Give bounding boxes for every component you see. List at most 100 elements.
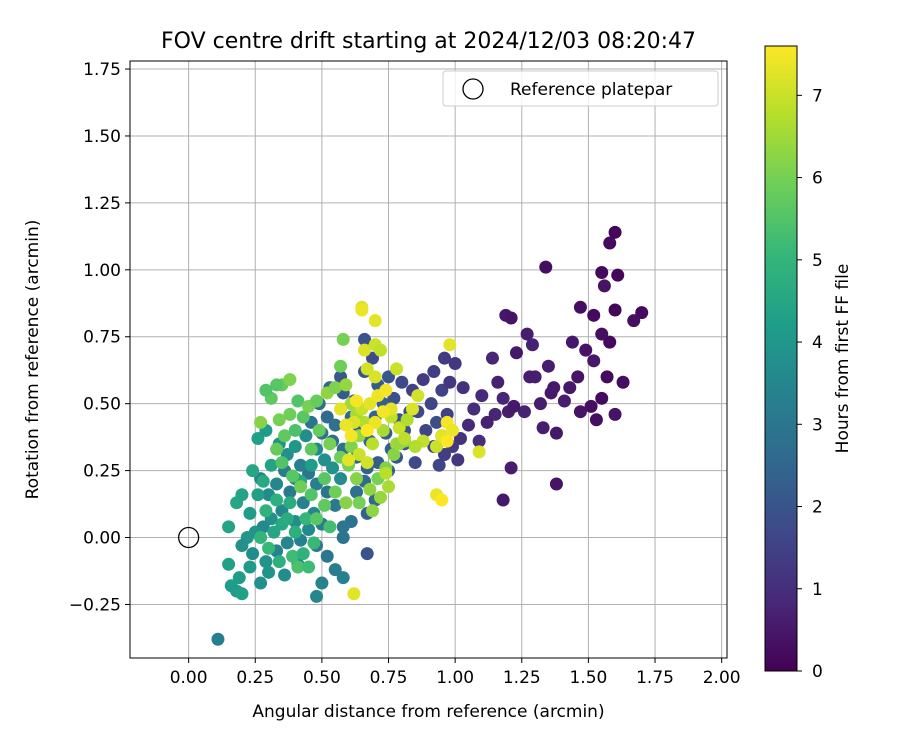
data-point	[496, 391, 510, 405]
data-point	[342, 453, 356, 467]
data-point	[408, 440, 422, 454]
data-point	[304, 442, 318, 456]
data-point	[368, 370, 382, 384]
data-point	[232, 571, 246, 585]
data-point	[539, 260, 553, 274]
data-point	[270, 442, 284, 456]
data-point	[360, 362, 374, 376]
data-point	[294, 480, 308, 494]
data-point	[328, 498, 342, 512]
data-point	[360, 423, 374, 437]
colorbar-tick-label: 1	[812, 580, 823, 600]
data-point	[336, 332, 350, 346]
data-point	[355, 303, 369, 317]
data-point	[254, 531, 268, 545]
data-point	[382, 480, 396, 494]
x-axis-ticks: 0.00 0.25 0.50 0.75 1.00 1.25 1.50 1.75 2.00	[170, 658, 741, 688]
y-tick-label: 0.50	[83, 395, 121, 415]
data-point	[600, 370, 614, 384]
data-point	[374, 490, 388, 504]
data-point	[310, 512, 324, 526]
data-point	[270, 378, 284, 392]
data-point	[358, 343, 372, 357]
data-point	[352, 496, 366, 510]
data-point	[286, 469, 300, 483]
data-point	[517, 405, 531, 419]
data-point	[627, 314, 641, 328]
data-point	[347, 587, 361, 601]
data-point	[350, 394, 364, 408]
data-point	[411, 389, 425, 403]
data-point	[267, 525, 281, 539]
data-point	[416, 373, 430, 387]
data-point	[608, 303, 622, 317]
data-point	[288, 423, 302, 437]
data-point	[318, 453, 332, 467]
x-tick-label: 0.50	[303, 668, 341, 688]
data-point	[437, 448, 451, 462]
data-point	[272, 555, 286, 569]
data-point	[507, 399, 521, 413]
data-point	[445, 423, 459, 437]
data-point	[286, 549, 300, 563]
data-point	[563, 381, 577, 395]
data-point	[328, 418, 342, 432]
reference-marker-layer	[177, 526, 200, 549]
data-point	[392, 421, 406, 435]
data-point	[344, 429, 358, 443]
colorbar-tick-label: 4	[812, 333, 823, 353]
data-point	[587, 308, 601, 322]
data-point	[635, 306, 649, 320]
colorbar-tick-label: 7	[812, 86, 823, 106]
data-point	[334, 359, 348, 373]
x-tick-label: 1.75	[636, 668, 674, 688]
colorbar: 0 1 2 3 4 5 6 7 Hours from first FF file	[764, 45, 853, 682]
data-point	[358, 332, 372, 346]
data-point	[291, 560, 305, 574]
data-point	[336, 571, 350, 585]
data-point	[352, 448, 366, 462]
data-point	[504, 461, 518, 475]
x-tick-label: 0.00	[170, 668, 208, 688]
data-point	[608, 225, 622, 239]
data-point	[395, 375, 409, 389]
data-point	[443, 375, 457, 389]
data-point	[461, 418, 475, 432]
data-point	[296, 547, 310, 561]
data-point	[611, 268, 625, 282]
data-point	[368, 415, 382, 429]
y-tick-label: 1.00	[83, 261, 121, 281]
data-point	[304, 488, 318, 502]
data-point	[299, 429, 313, 443]
data-point	[302, 560, 316, 574]
data-point	[283, 373, 297, 387]
data-point	[528, 370, 542, 384]
data-point	[366, 351, 380, 365]
data-point	[294, 458, 308, 472]
data-point	[366, 437, 380, 451]
data-point	[350, 472, 364, 486]
data-point	[387, 448, 401, 462]
plot-frame	[129, 60, 728, 659]
data-point	[453, 431, 467, 445]
chart-title: FOV centre drift starting at 2024/12/03 …	[161, 29, 696, 54]
data-point	[435, 383, 449, 397]
data-point	[589, 413, 603, 427]
data-point	[278, 429, 292, 443]
data-point	[246, 464, 260, 478]
data-point	[520, 327, 534, 341]
data-point	[379, 466, 393, 480]
data-point	[283, 496, 297, 510]
data-point	[595, 265, 609, 279]
y-tick-label: 1.75	[83, 60, 121, 80]
data-point	[525, 338, 539, 352]
data-point	[339, 496, 353, 510]
legend-entry-reference: Reference platepar	[510, 80, 672, 100]
data-point	[432, 458, 446, 472]
data-point	[565, 335, 579, 349]
data-point	[374, 343, 388, 357]
data-point	[488, 407, 502, 421]
data-point	[541, 359, 555, 373]
data-point	[387, 391, 401, 405]
data-point	[406, 402, 420, 416]
